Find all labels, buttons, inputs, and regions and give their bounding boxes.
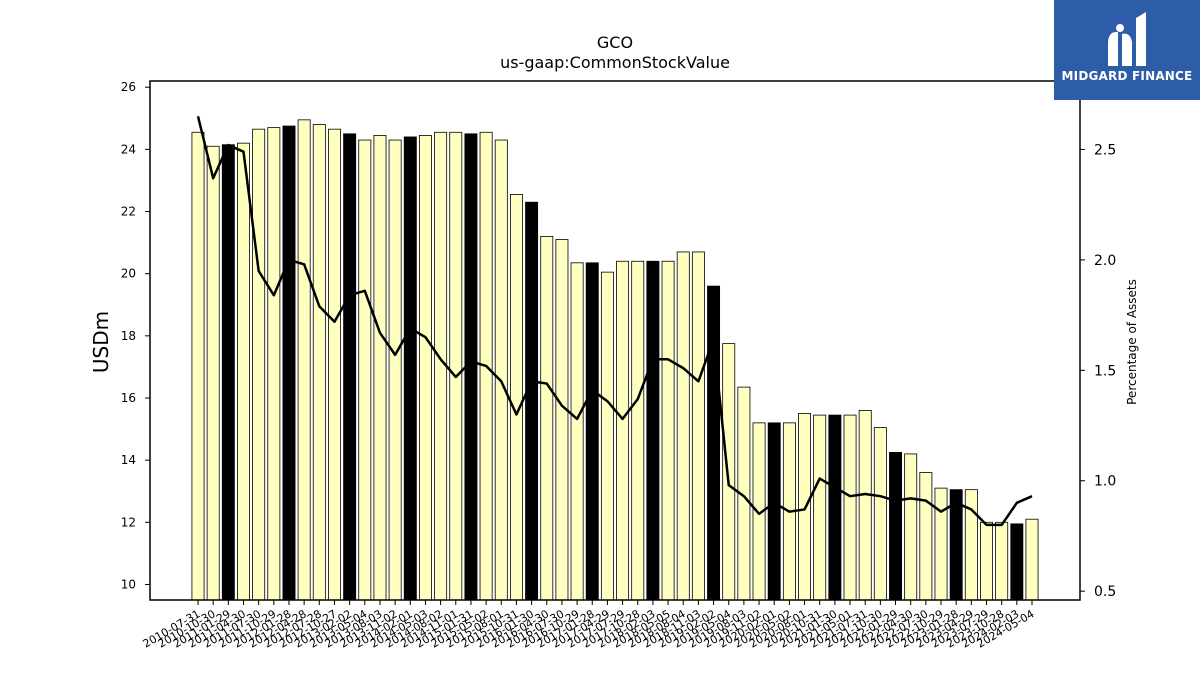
bar-2019-02-02 [707,285,721,601]
y2-tick-label: 2.5 [1094,142,1116,158]
bar-2017-01-28 [585,262,599,601]
bar-2012-04-28 [297,119,311,601]
y-tick-label: 16 [121,391,136,405]
bar-2012-10-27 [328,128,341,601]
line-group [196,116,1033,527]
bar-group [191,119,1039,601]
bar-2019-05-04 [722,343,736,601]
bar-2024-05-04 [1025,518,1039,601]
y-tick-label: 26 [121,80,136,94]
bar-2011-01-29 [221,144,235,601]
y2-axis-label: Percentage of Assets [1125,279,1139,405]
y2-tick-label: 1.0 [1094,474,1116,490]
y-tick-label: 22 [121,205,136,219]
y2-axis-ticks: 0.5 1.0 1.5 2.0 2.5 [1080,142,1116,600]
bar-2017-10-28 [631,260,645,601]
bar-2016-01-30 [525,201,539,601]
bar-2023-07-29 [980,521,993,601]
bar-2016-07-30 [555,239,569,601]
bar-2018-05-05 [661,260,675,601]
y2-tick-label: 2.0 [1094,253,1116,269]
bar-2014-05-03 [418,134,432,601]
bar-2012-01-28 [282,125,296,601]
chart-title: GCO [597,33,633,52]
percentage-of-assets-line [196,116,1033,527]
bar-2010-07-31 [191,131,205,601]
x-axis-ticks: 2010-07-312010-10-302011-01-292011-04-30… [141,600,1037,651]
y-tick-label: 12 [121,515,136,529]
bar-2018-02-03 [646,260,660,601]
bar-2023-04-29 [964,489,978,601]
bar-2021-10-30 [873,427,887,601]
y-tick-label: 14 [121,453,136,467]
bar-2015-08-01 [494,139,508,601]
y-axis-label: USDm [89,311,113,373]
bar-2014-08-02 [434,131,448,601]
y2-tick-label: 0.5 [1094,584,1116,600]
y-tick-label: 20 [121,267,136,281]
chart-subtitle: us-gaap:CommonStockValue [500,53,730,72]
bar-2022-07-30 [919,472,933,601]
bar-2014-11-01 [449,131,463,601]
bar-2011-07-30 [252,128,266,601]
bar-2022-10-29 [934,487,948,601]
bar-2021-07-31 [858,410,872,601]
bar-2013-05-04 [358,139,372,601]
midgard-finance-logo: MIDGARD FINANCE [1054,0,1200,100]
plot-frame [149,80,1081,601]
bar-2021-01-30 [828,414,842,601]
bar-2022-04-30 [904,453,918,601]
bar-2016-04-30 [540,235,554,601]
logo-mark-icon [1108,12,1146,66]
bar-2024-02-03 [1010,523,1024,601]
bar-2017-07-29 [616,260,630,601]
bar-2010-10-30 [206,145,220,601]
bar-2015-10-31 [509,194,523,601]
bar-2021-05-01 [843,414,857,601]
y-tick-label: 24 [121,142,136,156]
bar-2013-11-02 [388,139,402,601]
y2-tick-label: 1.5 [1094,363,1116,379]
y-tick-label: 18 [121,329,136,343]
logo-text: MIDGARD FINANCE [1061,69,1193,83]
bar-2016-10-29 [570,262,584,601]
bar-2020-02-01 [767,422,781,601]
bar-2011-04-30 [237,142,250,601]
bar-2011-10-29 [267,127,281,601]
bar-2018-11-03 [691,251,705,601]
bar-2013-08-03 [373,134,387,601]
bar-2013-02-02 [343,133,357,601]
bar-2020-10-31 [813,414,827,601]
bar-2014-02-01 [403,136,417,601]
bar-2018-08-04 [676,251,690,601]
y-tick-label: 10 [121,577,136,591]
bar-2017-04-29 [600,271,614,601]
y-axis-ticks: 10 12 14 16 18 20 22 24 26 [121,80,150,591]
bar-2022-01-29 [889,451,902,601]
bar-2012-07-28 [312,124,326,601]
bar-2023-10-28 [995,521,1009,601]
